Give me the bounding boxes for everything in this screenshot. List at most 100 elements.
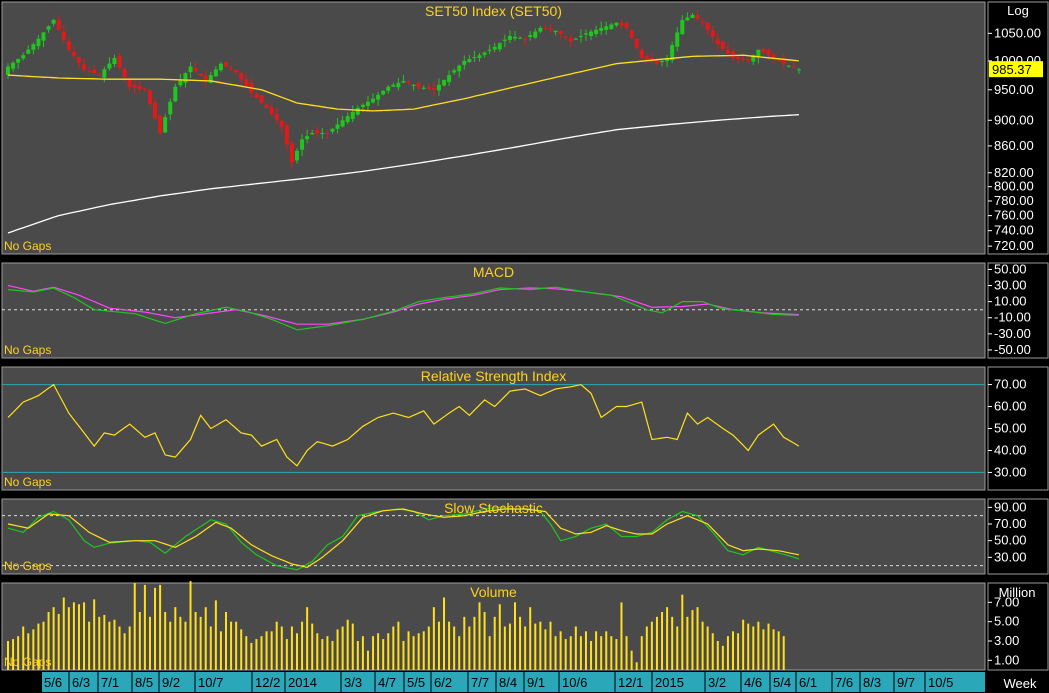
candle-body: [528, 35, 533, 37]
stoch-panel: [1, 498, 986, 575]
candle-body: [776, 60, 781, 62]
candle-body: [548, 28, 553, 30]
price-axis-tick-label: 900.00: [994, 112, 1034, 127]
date-label: 8/4: [499, 675, 517, 690]
candle-body: [781, 59, 786, 64]
candle-body: [467, 58, 472, 63]
candle-body: [320, 132, 325, 134]
date-label: 5/6: [44, 675, 62, 690]
candle-body: [193, 68, 198, 72]
candle-body: [538, 27, 543, 32]
candle-body: [492, 46, 497, 50]
candle-body: [594, 29, 599, 35]
candle-body: [31, 44, 36, 50]
candle-body: [279, 120, 284, 127]
macd-title: MACD: [473, 264, 514, 280]
price-panel: [1, 1, 986, 255]
candle-body: [447, 75, 452, 83]
date-label: 2014: [288, 675, 317, 690]
volume-title: Volume: [470, 584, 517, 600]
candle-body: [502, 39, 507, 41]
candle-body: [51, 20, 56, 24]
candle-body: [558, 30, 563, 35]
candle-body: [56, 19, 61, 30]
date-label: 12/2: [255, 675, 280, 690]
candle-body: [599, 27, 604, 31]
candle-body: [16, 58, 21, 63]
candle-body: [213, 69, 218, 77]
candle-body: [360, 104, 365, 107]
candle-body: [705, 22, 710, 30]
candle-body: [350, 111, 355, 119]
candle-body: [736, 56, 741, 59]
candle-body: [254, 94, 259, 98]
date-label: 9/1: [527, 675, 545, 690]
candle-body: [82, 64, 87, 70]
candle-body: [87, 70, 92, 72]
candle-body: [436, 84, 441, 91]
candle-body: [340, 120, 345, 127]
date-label: 9/2: [162, 675, 180, 690]
candle-body: [274, 113, 279, 121]
date-label: 4/6: [744, 675, 762, 690]
candle-body: [421, 87, 426, 89]
candle-body: [472, 57, 477, 59]
date-label: 10/7: [198, 675, 223, 690]
last-price-value: 985.37: [992, 62, 1032, 77]
candle-body: [715, 39, 720, 45]
date-label: 6/1: [799, 675, 817, 690]
candle-body: [639, 50, 644, 59]
candle-body: [386, 86, 391, 91]
candle-body: [411, 84, 416, 86]
candle-body: [533, 31, 538, 38]
candle-body: [573, 38, 578, 40]
stochastic-axis-tick-label: 90.00: [994, 499, 1027, 514]
candle-body: [188, 66, 193, 73]
candle-body: [168, 101, 173, 115]
stochastic-axis-tick-label: 30.00: [994, 549, 1027, 564]
candle-body: [452, 70, 457, 73]
candle-body: [208, 75, 213, 83]
price-axis-tick-label: 740.00: [994, 223, 1034, 238]
candle-body: [766, 49, 771, 56]
candle-body: [218, 63, 223, 71]
rsi-axis-tick-label: 70.00: [994, 377, 1027, 392]
rsi-axis-panel: [987, 366, 1049, 491]
candle-body: [330, 128, 335, 132]
no-gaps-note: No Gaps: [4, 343, 51, 357]
volume-axis-tick-label: 7.00: [994, 594, 1019, 609]
rsi-axis-tick-label: 60.00: [994, 399, 1027, 414]
macd-axis-tick-label: -30.00: [994, 326, 1031, 341]
volume-unit-label: Million: [999, 585, 1036, 600]
rsi-axis-tick-label: 50.00: [994, 421, 1027, 436]
candle-body: [21, 55, 26, 59]
rsi-title: Relative Strength Index: [421, 368, 567, 384]
candle-body: [609, 24, 614, 29]
no-gaps-note: No Gaps: [4, 655, 51, 669]
candle-body: [401, 80, 406, 83]
macd-axis-tick-label: 10.00: [994, 294, 1027, 309]
candle-body: [614, 22, 619, 26]
date-label: 8/5: [135, 675, 153, 690]
macd-axis-panel: [987, 262, 1049, 359]
candle-body: [239, 72, 244, 80]
price-axis-tick-label: 950.00: [994, 82, 1034, 97]
candle-body: [589, 31, 594, 37]
macd-panel: [1, 262, 986, 359]
macd-axis-tick-label: 50.00: [994, 261, 1027, 276]
candle-body: [315, 130, 320, 133]
candle-body: [365, 101, 370, 106]
candle-body: [264, 104, 269, 108]
candle-body: [507, 36, 512, 40]
candle-body: [654, 60, 659, 64]
candle-body: [198, 73, 203, 77]
candle-body: [127, 79, 132, 87]
candle-body: [224, 62, 229, 67]
candle-body: [751, 55, 756, 62]
candle-body: [796, 69, 801, 71]
price-axis-tick-label: 720.00: [994, 238, 1034, 253]
candle-body: [725, 49, 730, 54]
candle-body: [513, 36, 517, 39]
last-price-tag: [989, 61, 1043, 78]
candle-body: [660, 60, 665, 63]
